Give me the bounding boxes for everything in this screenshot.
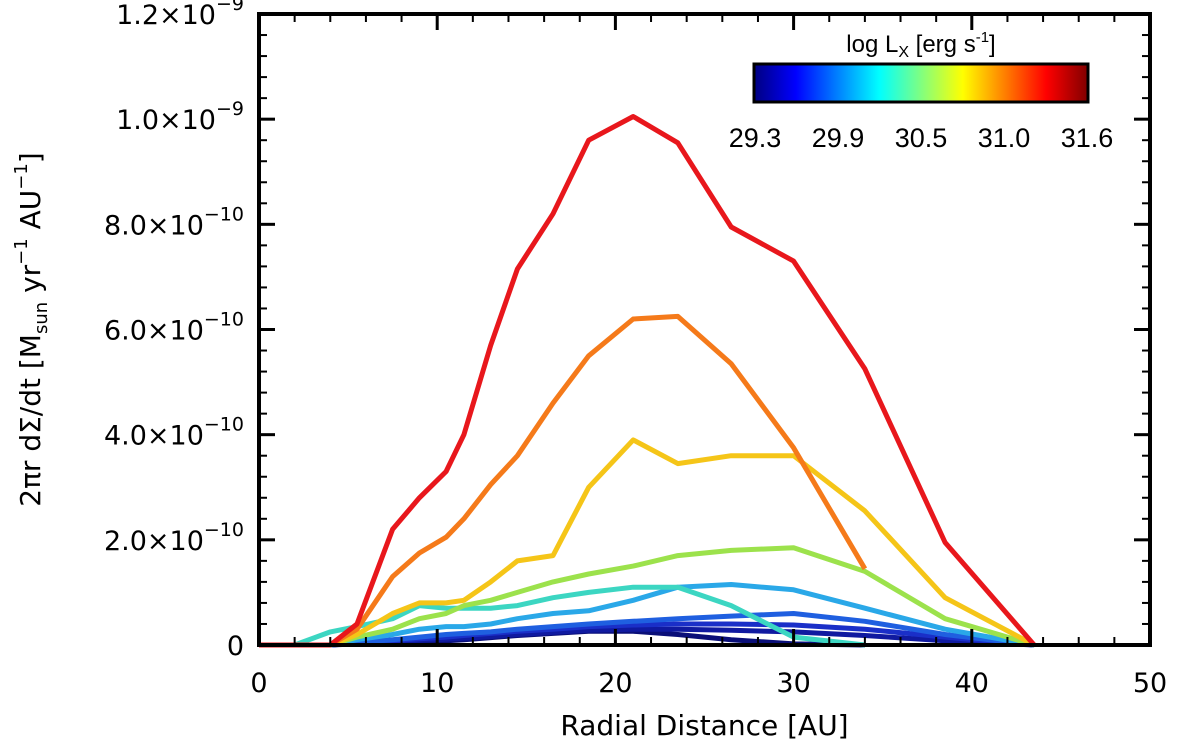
y-label-mid2: AU: [14, 190, 47, 239]
x-tick-label: 0: [250, 668, 267, 699]
y-tick-label: 4.0×10−10: [104, 414, 244, 452]
colorbar-tick-label: 30.5: [895, 123, 948, 153]
colorbar-title-sup: -1: [976, 29, 989, 46]
y-label-prefix: 2πr dΣ/dt [M: [14, 334, 47, 507]
plot-frame: [257, 12, 1152, 647]
colorbar: log LX [erg s-1] 29.3 29.9 30.5 31.0 31.6: [729, 29, 1114, 153]
colorbar-title-sub: X: [898, 44, 909, 61]
y-tick-label: 1.2×10−9: [116, 0, 244, 31]
colorbar-tick-label: 31.0: [978, 123, 1031, 153]
y-tick-label: 6.0×10−10: [104, 309, 244, 347]
y-label-suffix: ]: [14, 152, 47, 163]
y-tick-label: 1.0×10−9: [116, 98, 244, 136]
y-label-sub: sun: [31, 302, 52, 334]
colorbar-title: log LX [erg s-1]: [846, 29, 995, 61]
x-tick-label: 30: [776, 668, 810, 699]
series-line-3: [259, 437, 1036, 648]
colorbar-tick-label: 31.6: [1061, 123, 1114, 153]
tick-labels: 0 10 20 30 40 50 0 2.0×10−10 4.0×10−10 6.0×10−10 8…: [104, 0, 1167, 699]
y-label-sup1: −1: [11, 238, 32, 265]
y-label-mid: yr: [14, 264, 47, 301]
series-line-7: [259, 611, 1035, 648]
colorbar-title-end: ]: [989, 31, 996, 58]
y-tick-label: 0: [227, 631, 244, 662]
series-line-1: [259, 114, 1037, 648]
colorbar-tick-label: 29.3: [729, 123, 782, 153]
x-tick-label: 20: [598, 668, 632, 699]
y-axis-label: 2πr dΣ/dt [Msun yr−1 AU−1]: [11, 152, 52, 507]
colorbar-title-suffix: [erg s: [909, 31, 976, 58]
y-tick-label: 2.0×10−10: [104, 519, 244, 557]
y-label-sup2: −1: [11, 163, 32, 190]
colorbar-tick-label: 29.9: [812, 123, 865, 153]
x-tick-label: 40: [955, 668, 989, 699]
x-axis-label: Radial Distance [AU]: [560, 709, 848, 742]
colorbar-tick-labels: 29.3 29.9 30.5 31.0 31.6: [729, 123, 1114, 153]
series-layer: [259, 114, 1037, 648]
y-tick-label: 8.0×10−10: [104, 203, 244, 241]
colorbar-title-prefix: log L: [846, 31, 898, 58]
x-tick-label: 10: [420, 668, 454, 699]
ticks-layer: [257, 12, 1152, 647]
colorbar-gradient: [752, 62, 1090, 104]
series-line-2: [259, 313, 868, 648]
x-tick-label: 50: [1133, 668, 1167, 699]
